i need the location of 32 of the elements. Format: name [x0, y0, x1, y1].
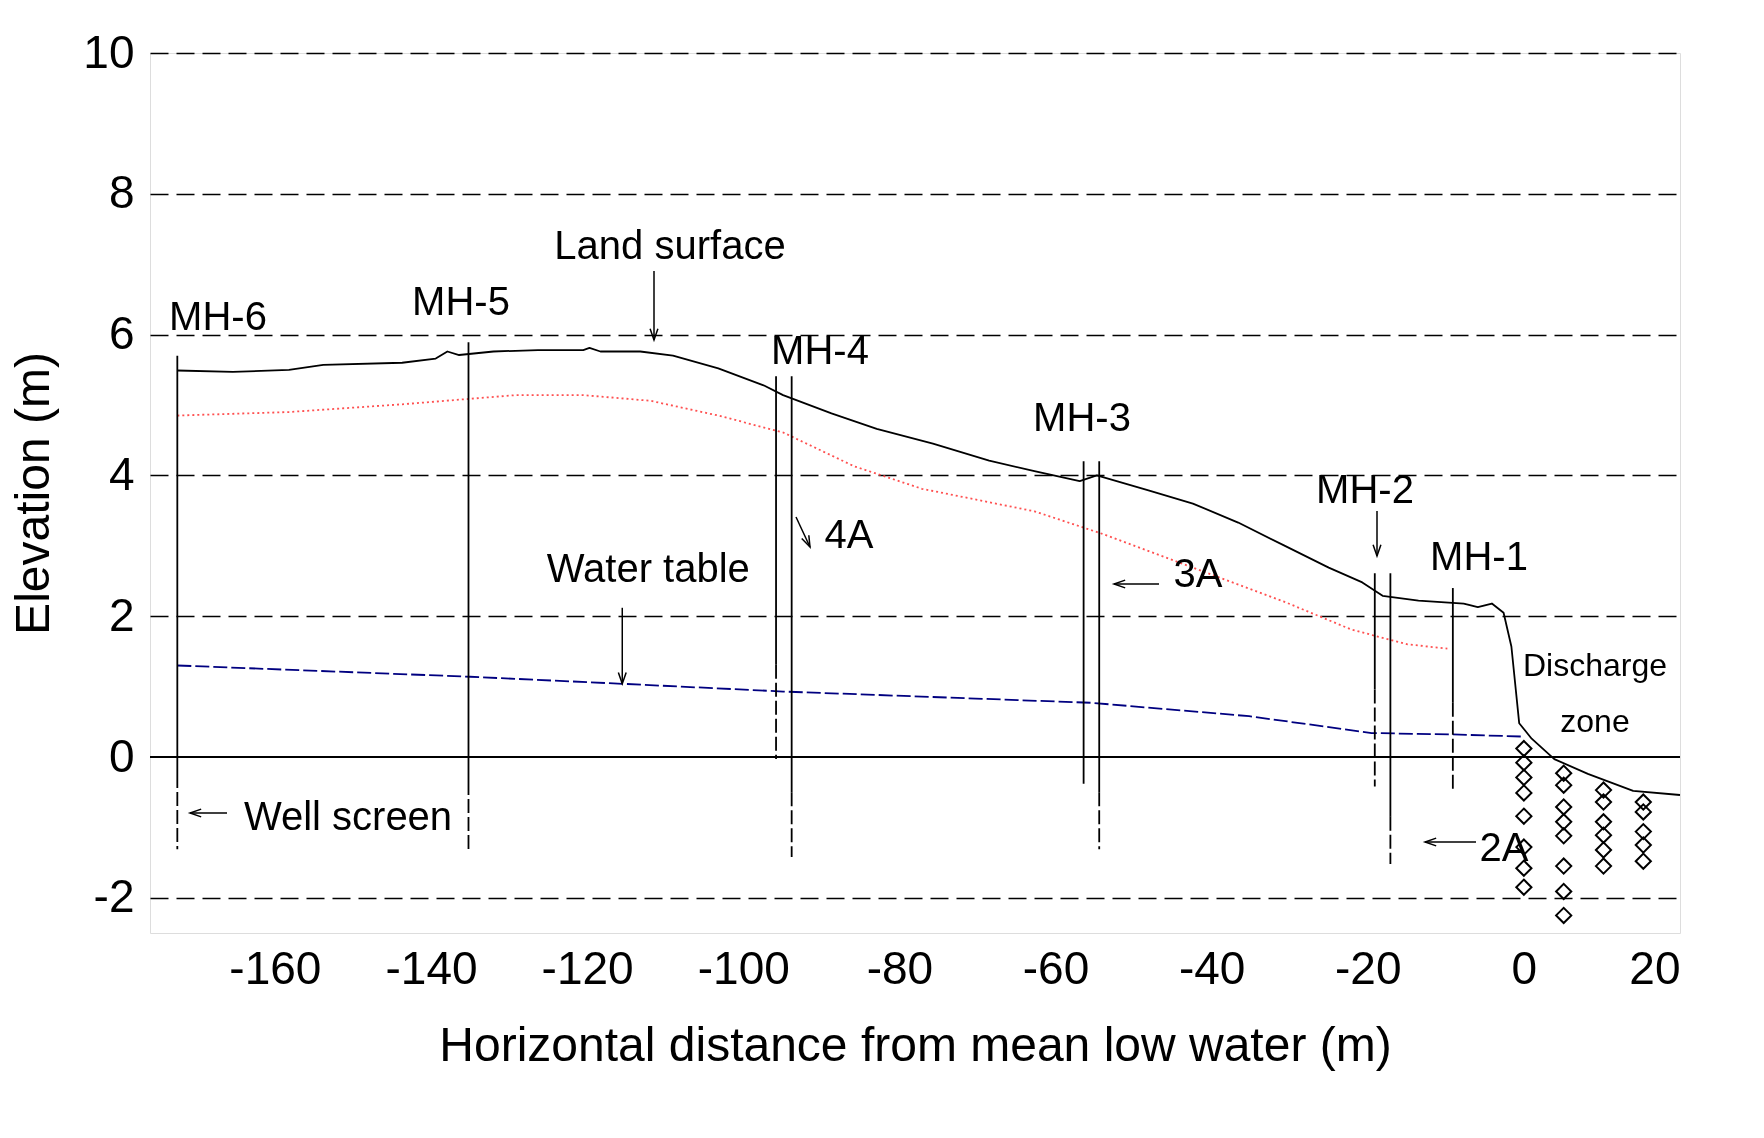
annotation: MH-6 [169, 294, 267, 338]
annotation: MH-2 [1316, 467, 1414, 511]
annotation: Land surface [554, 223, 786, 267]
y-tick-label: -2 [93, 870, 135, 923]
x-tick-label: -20 [1335, 941, 1402, 994]
y-tick-label: 6 [108, 307, 135, 360]
x-tick-label: -140 [385, 941, 478, 994]
x-tick-label: -60 [1022, 941, 1090, 994]
y-tick-label: 2 [108, 588, 135, 641]
x-tick-label: -40 [1178, 941, 1246, 994]
x-tick-label: 20 [1629, 941, 1681, 994]
x-tick-label: 0 [1511, 941, 1538, 994]
y-tick-label: 10 [83, 25, 135, 78]
x-axis-title: Horizontal distance from mean low water (m) [439, 1017, 1392, 1071]
x-tick-label: -100 [697, 941, 790, 994]
annotation: Discharge zone [1522, 647, 1668, 739]
annotation: Well screen [243, 794, 453, 838]
annotation: MH-5 [412, 279, 510, 323]
y-axis-title: Elevation (m) [6, 352, 60, 635]
annotation: Water table [546, 545, 750, 590]
annotation: 2A [1479, 825, 1529, 869]
annotation: 4A [824, 512, 874, 556]
annotation: 3A [1173, 551, 1223, 595]
y-tick-label: 8 [108, 166, 135, 219]
x-tick-label: -80 [866, 941, 934, 994]
x-tick-label: -160 [229, 941, 322, 994]
y-tick-label: 4 [108, 447, 135, 500]
annotation: MH-3 [1033, 395, 1131, 439]
annotation: MH-1 [1430, 534, 1528, 578]
annotation: MH-4 [771, 328, 869, 372]
y-tick-label: 0 [108, 729, 135, 782]
x-tick-label: -120 [541, 941, 634, 994]
